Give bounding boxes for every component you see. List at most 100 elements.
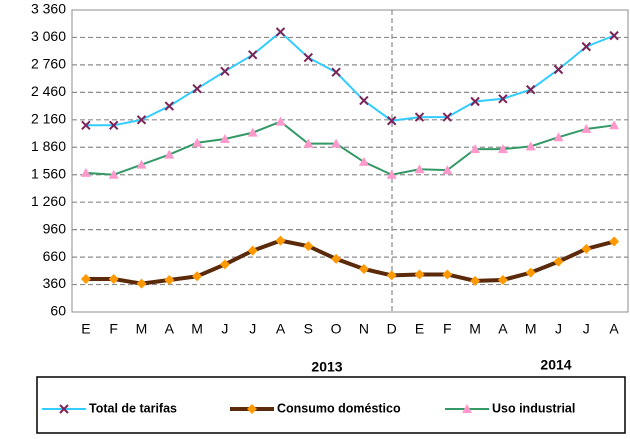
x-tick-label: A	[498, 321, 508, 337]
marker	[581, 123, 592, 133]
series-line	[85, 238, 615, 286]
x-tick-label: M	[191, 321, 203, 337]
marker-part	[80, 167, 91, 177]
marker	[442, 112, 453, 122]
x-tick-label: E	[81, 321, 90, 337]
marker-part	[136, 159, 147, 169]
marker	[108, 120, 119, 131]
marker	[414, 112, 425, 122]
marker-part	[136, 278, 147, 289]
marker-part	[525, 267, 536, 278]
marker-part	[462, 404, 472, 413]
marker-part	[331, 253, 342, 264]
marker-part	[525, 84, 536, 95]
x-tick-label: J	[583, 321, 590, 337]
x-tick-label: J	[555, 321, 562, 337]
x-tick-label: J	[249, 321, 256, 337]
y-tick-label: 960	[43, 220, 67, 236]
marker	[553, 256, 564, 267]
x-tick-label: F	[443, 321, 452, 337]
legend-label: Consumo doméstico	[277, 401, 401, 415]
marker	[498, 94, 508, 104]
marker	[303, 138, 314, 148]
marker-part	[247, 245, 258, 256]
x-tick-label: S	[304, 321, 313, 337]
marker	[136, 115, 147, 125]
marker	[303, 241, 314, 252]
marker-part	[442, 112, 453, 122]
marker-part	[192, 83, 202, 94]
marker-part	[247, 50, 258, 60]
marker	[108, 169, 119, 179]
marker	[609, 236, 620, 247]
marker-part	[442, 165, 453, 175]
marker-part	[164, 274, 175, 285]
marker-part	[581, 41, 592, 52]
marker-part	[108, 120, 119, 131]
y-tick-label: 2 460	[31, 83, 66, 99]
marker-part	[81, 120, 91, 131]
marker	[497, 144, 508, 154]
marker-part	[497, 144, 508, 154]
marker	[192, 271, 203, 282]
marker-part	[553, 64, 564, 75]
x-tick-label: A	[276, 321, 286, 337]
x-tick-label: M	[525, 321, 537, 337]
marker-part	[414, 269, 425, 280]
marker-part	[303, 138, 314, 148]
marker	[386, 270, 397, 281]
marker	[81, 120, 91, 131]
marker	[581, 41, 592, 52]
marker-part	[414, 112, 425, 122]
marker	[358, 263, 369, 274]
marker	[219, 259, 230, 270]
marker-part	[219, 134, 230, 144]
marker-part	[247, 127, 258, 137]
marker-part	[275, 116, 286, 126]
marker	[331, 138, 342, 148]
marker	[192, 83, 202, 94]
marker-part	[386, 270, 397, 281]
legend-marker	[59, 404, 69, 414]
marker	[525, 267, 536, 278]
marker	[303, 52, 314, 63]
legend-label: Total de tarifas	[89, 401, 177, 415]
marker-part	[303, 52, 314, 63]
marker	[275, 27, 286, 37]
marker-part	[525, 141, 536, 151]
series-line	[85, 120, 615, 176]
marker-part	[59, 404, 69, 414]
marker	[553, 132, 564, 142]
legend-label: Uso industrial	[492, 401, 575, 415]
marker	[386, 169, 397, 179]
marker	[247, 50, 258, 60]
marker-part	[609, 236, 620, 247]
marker	[331, 67, 341, 77]
marker	[164, 149, 175, 159]
marker-part	[386, 169, 397, 179]
y-tick-label: 1 560	[31, 165, 66, 181]
x-tick-label: J	[221, 321, 228, 337]
marker	[331, 253, 342, 264]
marker	[386, 116, 397, 126]
marker	[275, 116, 286, 126]
year-label: 2014	[540, 357, 571, 373]
marker	[609, 120, 620, 130]
marker-part	[164, 149, 175, 159]
marker-part	[136, 115, 147, 125]
marker-part	[386, 116, 397, 126]
marker	[525, 84, 536, 95]
marker	[414, 269, 425, 280]
marker	[192, 137, 203, 147]
y-tick-label: 60	[50, 303, 66, 319]
marker	[247, 127, 258, 137]
y-tick-label: 3 360	[31, 1, 66, 17]
x-tick-label: D	[387, 321, 397, 337]
marker-part	[108, 274, 119, 285]
legend-marker	[247, 404, 257, 414]
year-label: 2013	[311, 359, 342, 375]
x-tick-label: F	[109, 321, 118, 337]
y-tick-label: 360	[43, 275, 67, 291]
marker-part	[275, 27, 286, 37]
